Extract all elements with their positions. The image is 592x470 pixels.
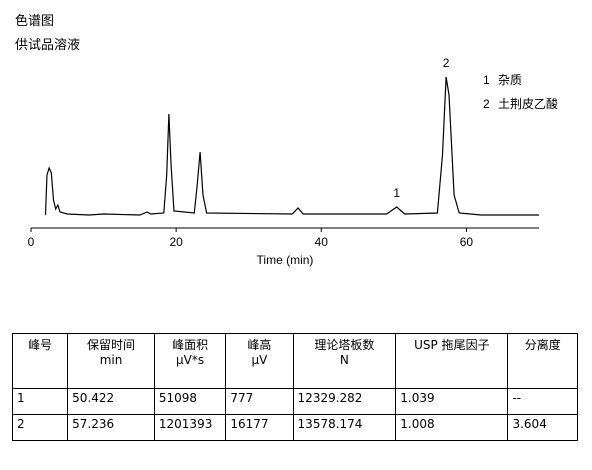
x-tick-label: 0 <box>28 235 35 249</box>
header-cell: 理论塔板数 N <box>292 333 397 389</box>
header-cell: 保留时间 min <box>67 333 155 389</box>
header-text: 峰高 <box>247 338 272 352</box>
header-text: 理论塔板数 <box>314 338 375 352</box>
header-text: 分离度 <box>524 338 561 352</box>
header-text: 峰面积 <box>172 338 209 352</box>
x-tick-label: 60 <box>460 235 474 249</box>
doc-subtitle: 供试品溶液 <box>15 38 81 53</box>
header-cell: 峰面积 µV*s <box>153 333 227 389</box>
x-tick-label: 40 <box>315 235 329 249</box>
legend-text: 土荆皮乙酸 <box>498 96 558 111</box>
table-cell: 51098 <box>153 388 227 415</box>
table-cell: 1201393 <box>153 414 227 441</box>
table-row: 2 57.236 1201393 16177 13578.174 1.008 3.604 <box>11 414 578 441</box>
header-text: USP 拖尾因子 <box>414 338 490 352</box>
header-text: µV*s <box>176 353 205 367</box>
table-cell: 2 <box>11 414 69 441</box>
results-table: 峰号 保留时间 min 峰面积 µV*s 峰高 µV 理论塔板数 N USP 拖尾因子 分离度 1 50… <box>11 333 578 441</box>
header-cell: 分离度 <box>507 333 578 389</box>
table-cell: 1.039 <box>395 388 509 415</box>
x-tick-label: 20 <box>169 235 183 249</box>
doc-title: 色谱图 <box>15 14 55 29</box>
table-cell: 1.008 <box>395 414 509 441</box>
table-cell: 777 <box>225 388 294 415</box>
table-cell: 50.422 <box>67 388 155 415</box>
x-axis-label: Time (min) <box>257 253 314 267</box>
header-text: µV <box>251 353 268 367</box>
header-text: min <box>99 353 123 367</box>
header-text: 保留时间 <box>87 338 136 352</box>
table-cell: 16177 <box>225 414 294 441</box>
header-text: 峰号 <box>28 338 53 352</box>
table-row: 1 50.422 51098 777 12329.282 1.039 -- <box>11 388 578 415</box>
header-cell: 峰高 µV <box>225 333 294 389</box>
header-text: N <box>339 353 349 367</box>
peak-label: 1 <box>393 186 400 200</box>
peak-label: 2 <box>443 56 450 70</box>
table-cell: -- <box>507 388 578 415</box>
header-row: 峰号 保留时间 min 峰面积 µV*s 峰高 µV 理论塔板数 N USP 拖尾因子 分离度 <box>11 333 578 389</box>
table-cell: 12329.282 <box>292 388 397 415</box>
legend-text: 杂质 <box>498 73 522 87</box>
legend-number: 1 <box>483 73 490 87</box>
header-cell: USP 拖尾因子 <box>395 333 509 389</box>
table-cell: 13578.174 <box>292 414 397 441</box>
table-cell: 1 <box>11 388 69 415</box>
chromatogram: 0 20 40 60 Time (min) 1 2 1 杂质 2 土荆皮乙酸 <box>28 56 558 267</box>
header-cell: 峰号 <box>11 333 69 389</box>
table-cell: 57.236 <box>67 414 155 441</box>
legend-number: 2 <box>483 97 490 111</box>
table-cell: 3.604 <box>507 414 578 441</box>
trace <box>44 76 539 216</box>
